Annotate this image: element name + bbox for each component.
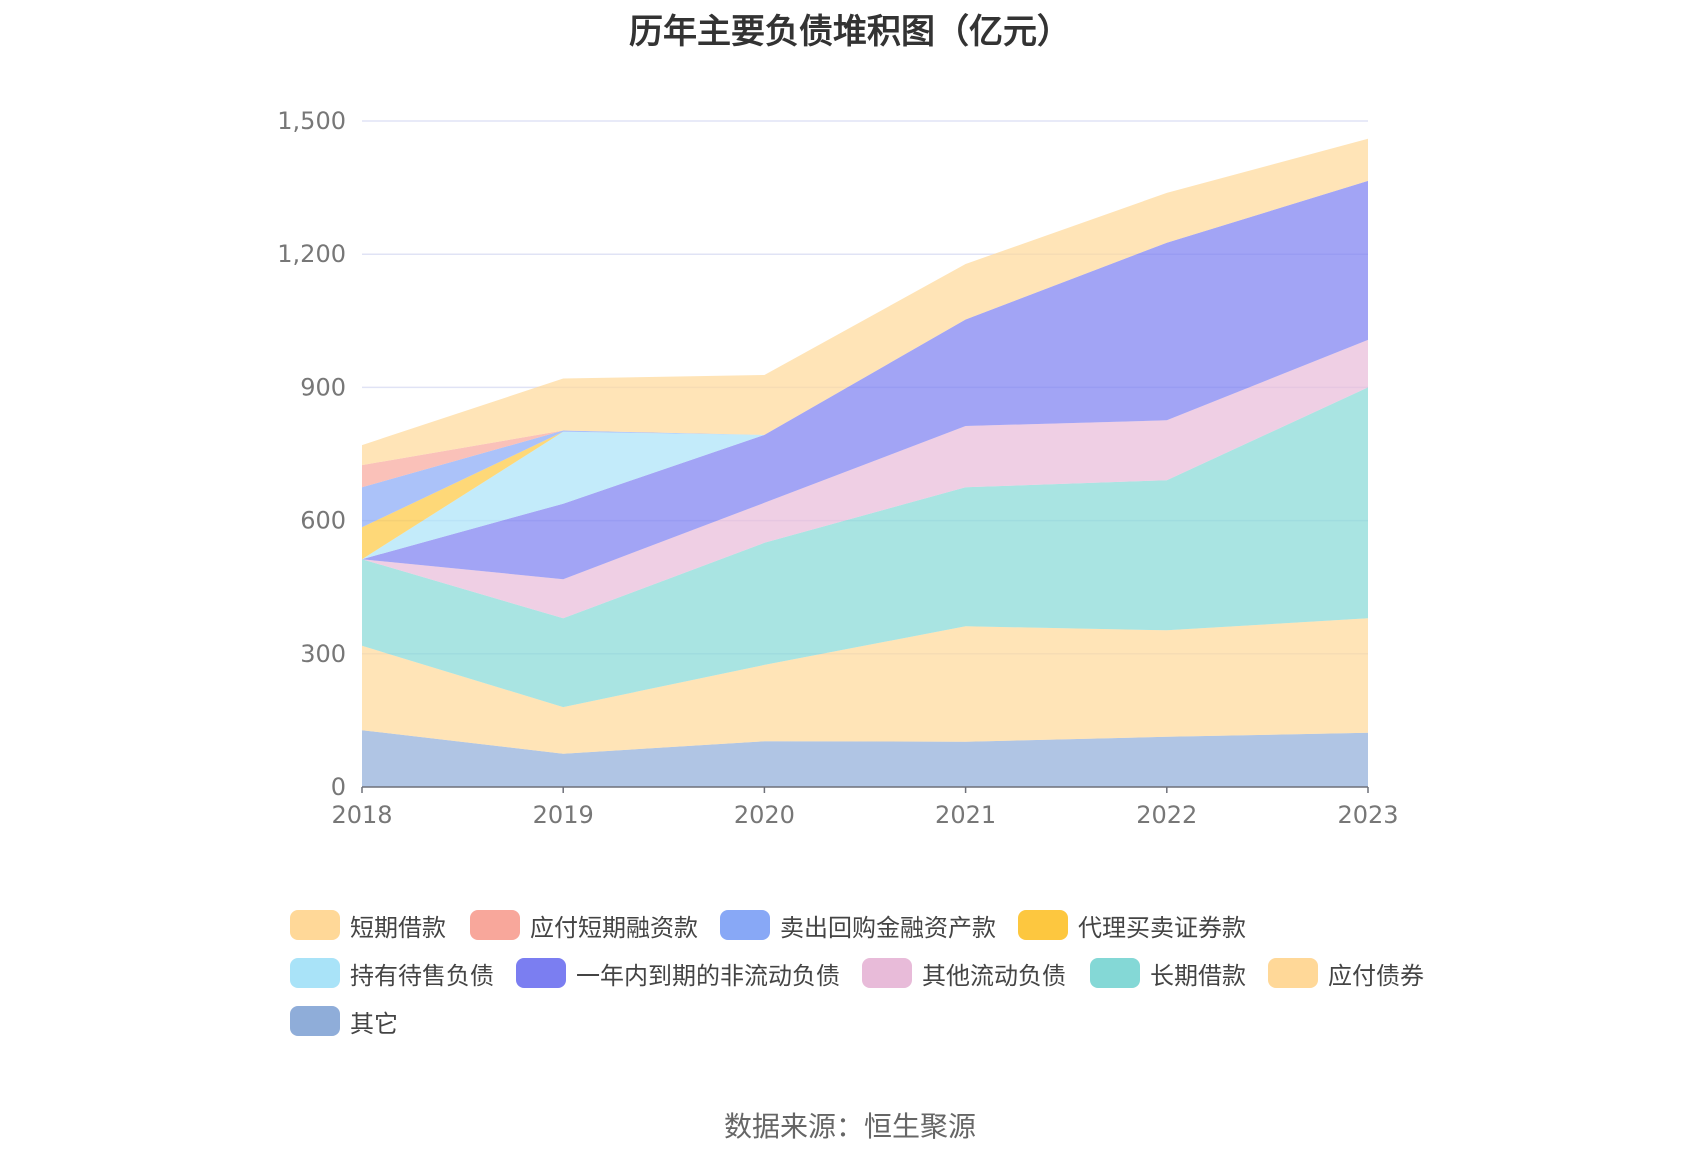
legend-item-current-portion-noncurrent[interactable]: 一年内到期的非流动负债: [516, 953, 840, 993]
data-source-note: 数据来源：恒生聚源: [723, 1110, 976, 1143]
legend-swatch: [720, 910, 770, 940]
legend-item-other[interactable]: 其它: [290, 1001, 398, 1041]
legend-item-repo-financial-assets[interactable]: 卖出回购金融资产款: [720, 905, 996, 945]
y-tick-label: 900: [300, 373, 346, 401]
x-tick-label: 2019: [533, 801, 594, 829]
y-tick-label: 1,200: [277, 240, 346, 268]
x-tick-label: 2018: [331, 801, 392, 829]
area-series: [362, 339, 1368, 619]
legend-item-long-term-loans[interactable]: 长期借款: [1090, 953, 1246, 993]
y-tick-label: 0: [331, 773, 346, 801]
legend-swatch: [290, 910, 340, 940]
legend-label: 应付短期融资款: [530, 913, 698, 942]
area-series: [362, 138, 1368, 466]
area-series: [362, 180, 1368, 488]
x-tick-label: 2023: [1337, 801, 1398, 829]
legend-swatch: [290, 1006, 340, 1036]
legend-label: 一年内到期的非流动负债: [576, 961, 840, 990]
axes: 0 300 600 900 1,200 1,500 2018 2019 2020 2021 2022…: [277, 107, 1398, 829]
legend-label: 应付债券: [1328, 961, 1424, 990]
legend-swatch: [470, 910, 520, 940]
legend-swatch: [1018, 910, 1068, 940]
legend-label: 其它: [350, 1009, 398, 1038]
legend-item-short-term-loans[interactable]: 短期借款: [290, 905, 446, 945]
y-tick-label: 600: [300, 507, 346, 535]
legend-label: 持有待售负债: [350, 961, 494, 990]
area-series: [362, 730, 1368, 787]
legend-label: 长期借款: [1150, 961, 1246, 990]
legend-item-held-for-sale-liabilities[interactable]: 持有待售负债: [290, 953, 494, 993]
legend-swatch: [1268, 958, 1318, 988]
legend-item-short-term-financing-payable[interactable]: 应付短期融资款: [470, 905, 698, 945]
y-tick-label: 300: [300, 640, 346, 668]
chart-title: 历年主要负债堆积图（亿元）: [629, 12, 1071, 52]
area-series: [362, 618, 1368, 754]
area-series-layer: [362, 138, 1368, 787]
legend-label: 卖出回购金融资产款: [780, 913, 996, 942]
area-series: [362, 387, 1368, 708]
legend-label: 其他流动负债: [922, 961, 1066, 990]
y-tick-label: 1,500: [277, 107, 346, 135]
legend-item-other-current-liabilities[interactable]: 其他流动负债: [862, 953, 1066, 993]
x-tick-label: 2021: [935, 801, 996, 829]
legend-swatch: [516, 958, 566, 988]
legend-item-agency-securities-trading[interactable]: 代理买卖证券款: [1018, 905, 1246, 945]
area-series: [362, 180, 1368, 560]
x-tick-label: 2020: [734, 801, 795, 829]
x-tick-label: 2022: [1136, 801, 1197, 829]
legend-label: 代理买卖证券款: [1078, 913, 1246, 942]
legend-label: 短期借款: [350, 913, 446, 942]
legend-swatch: [1090, 958, 1140, 988]
legend-swatch: [862, 958, 912, 988]
legend-swatch: [290, 958, 340, 988]
legend-item-bonds-payable[interactable]: 应付债券: [1268, 953, 1424, 993]
area-series: [362, 180, 1368, 580]
